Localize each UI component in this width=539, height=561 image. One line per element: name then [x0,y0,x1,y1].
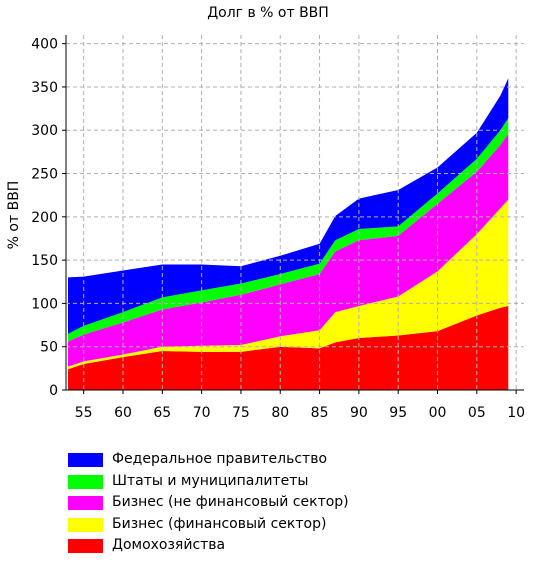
stacked-areas [68,78,509,390]
y-tick-label: 250 [31,167,58,183]
area-series-1 [68,199,509,370]
x-tick-label: 05 [468,405,486,421]
legend-swatch [68,539,103,553]
legend-label: Бизнес (финансовый сектор) [112,515,327,532]
x-tick-label: 00 [429,405,447,421]
x-tick-label: 90 [350,405,368,421]
x-tick-label: 80 [271,405,289,421]
area-series-3 [68,118,509,342]
y-tick-label: 0 [49,383,58,399]
x-tick-label: 10 [507,405,525,421]
legend-swatch [68,453,103,467]
area-series-0 [68,306,509,390]
x-tick-label: 95 [389,405,407,421]
y-tick-labels: 0 50 100 150 200 250 300 350 400 [31,37,66,399]
y-tick-label: 150 [31,253,58,269]
x-tick-label: 65 [153,405,171,421]
area-series-2 [68,133,509,367]
legend-label: Федеральное правительство [112,451,328,467]
legend-label: Домохозяйства [112,537,226,553]
y-tick-label: 200 [31,210,58,226]
legend-swatch [68,496,103,510]
area-series-4 [68,78,509,334]
legend-swatch [68,474,103,489]
x-tick-label: 70 [193,405,211,421]
legend-swatch [68,517,103,532]
x-tick-label: 60 [114,405,132,421]
y-axis-label: % от ВВП [6,181,22,250]
x-tick-label: 85 [311,405,329,421]
chart-title: Долг в % от ВВП [207,5,329,21]
axes [65,35,524,391]
debt-chart: Долг в % от ВВП % от ВВП 050100150200250… [6,5,525,421]
y-tick-label: 50 [40,340,58,356]
legend-label: Бизнес (не финансовый сектор) [112,494,349,510]
x-tick-labels: 55 60 65 70 75 80 85 90 95 00 05 10 [75,390,525,421]
y-tick-label: 350 [31,80,58,96]
grid-lines [66,35,524,390]
x-tick-label: 75 [232,405,250,421]
y-tick-label: 400 [31,37,58,53]
legend-label: Штаты и муниципалитеты [112,472,309,489]
y-tick-label: 300 [31,123,58,139]
y-tick-label: 100 [31,296,58,312]
x-tick-label: 55 [75,405,93,421]
